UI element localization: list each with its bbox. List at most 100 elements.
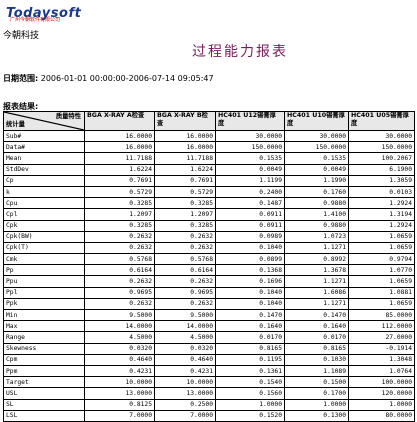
table-cell: 0.0170 [284, 331, 349, 344]
table-cell: 0.8125 [84, 398, 155, 411]
table-cell: 16.0000 [84, 141, 155, 154]
table-row: Ppu 0.2632 0.2632 0.1696 1.1271 1.0659 [3, 275, 415, 288]
table-row: Cp 0.7691 0.7691 1.1199 1.1990 1.3059 [3, 174, 415, 187]
table-cell: 0.5768 [154, 253, 216, 266]
table-cell: 0.2632 [154, 241, 216, 255]
table-cell: 1.2097 [154, 208, 216, 221]
table-cell: 112.0000 [348, 320, 415, 333]
table-cell: 1.0000 [215, 398, 285, 411]
row-label: Mean [3, 152, 85, 165]
row-label: Cpk(BW) [3, 230, 85, 243]
table-cell: 0.1760 [284, 185, 349, 199]
table-cell: 0.9794 [348, 253, 415, 266]
table-row: LSL 7.0000 7.0000 0.1520 0.1300 80.0000 [3, 409, 415, 422]
table-cell: 0.2632 [84, 241, 155, 255]
table-row: Skewness 0.0320 0.0320 0.8165 0.8165 -0.1914 [3, 342, 415, 355]
table-cell: 0.2632 [84, 230, 155, 243]
capability-table: 质量特性 统计量 BGA X-RAY A检查 BGA X-RAY B检查 HC4… [3, 111, 415, 422]
table-cell: 1.3194 [348, 208, 415, 221]
corner-label-statistic: 统计量 [6, 121, 25, 128]
table-cell: 4.5000 [84, 331, 155, 344]
table-cell: 0.9880 [284, 219, 349, 232]
table-cell: 30.0000 [284, 129, 349, 143]
table-cell: -0.1914 [348, 342, 415, 355]
row-label: Range [3, 331, 85, 344]
table-row: Sub# 16.0000 16.0000 30.0000 30.0000 30.0000 [3, 129, 415, 143]
row-label: k [3, 185, 85, 199]
table-row: Cpm 0.4640 0.4640 0.1195 0.1030 1.3048 [3, 353, 415, 366]
table-cell: 11.7188 [84, 152, 155, 165]
table-row: SL 0.8125 0.2500 1.0000 1.0000 1.0000 [3, 398, 415, 411]
table-cell: 16.0000 [154, 129, 216, 143]
row-label: Min [3, 308, 85, 322]
table-cell: 1.0770 [348, 264, 415, 277]
table-cell: 7.0000 [84, 409, 155, 422]
results-label: 报表结果: [3, 102, 39, 111]
table-cell: 1.3678 [284, 264, 349, 277]
table-cell: 0.6164 [84, 264, 155, 277]
company-name: 今朝科技 [3, 31, 40, 41]
row-label: LSL [3, 409, 85, 422]
table-cell: 1.2924 [348, 219, 415, 232]
row-label: Cpl [3, 208, 85, 221]
table-cell: 1.1271 [284, 241, 349, 255]
column-header: BGA X-RAY B检查 [154, 111, 216, 131]
table-cell: 0.1640 [215, 320, 285, 333]
table-row: Ppm 0.4231 0.4231 0.1361 1.1089 1.0764 [3, 364, 415, 378]
column-header: HC401 U10锡膏厚度 [284, 111, 349, 131]
table-cell: 0.4640 [154, 353, 216, 366]
table-cell: 1.0000 [348, 398, 415, 411]
row-label: Cpu [3, 197, 85, 210]
row-label: Data# [3, 141, 85, 154]
table-cell: 10.0000 [84, 376, 155, 389]
table-cell: 1.2924 [348, 197, 415, 210]
table-cell: 0.1640 [284, 320, 349, 333]
row-label: Sub# [3, 129, 85, 143]
table-row: Cpk 0.3285 0.3285 0.0911 0.9880 1.2924 [3, 219, 415, 232]
table-cell: 0.2632 [154, 297, 216, 311]
row-label: Cpk(T) [3, 241, 85, 255]
table-row: Mean 11.7188 11.7188 0.1535 0.1535 100.2067 [3, 152, 415, 165]
table-cell: 150.0000 [215, 141, 285, 154]
table-cell: 0.7691 [84, 174, 155, 187]
table-cell: 1.4100 [284, 208, 349, 221]
row-label: Ppm [3, 364, 85, 378]
company-logo: Todaysoft 广州今朝软件有限公司 [6, 2, 81, 24]
table-body: Sub# 16.0000 16.0000 30.0000 30.0000 30.0000 D… [3, 129, 415, 422]
table-row: Min 9.5000 9.5000 0.1470 0.1470 85.0000 [3, 308, 415, 322]
table-cell: 0.4231 [84, 364, 155, 378]
table-header-row: 质量特性 统计量 BGA X-RAY A检查 BGA X-RAY B检查 HC4… [3, 111, 415, 131]
table-cell: 0.3285 [154, 219, 216, 232]
table-cell: 120.0000 [348, 387, 415, 400]
table-cell: 1.0000 [284, 398, 349, 411]
table-cell: 0.2400 [215, 185, 285, 199]
table-cell: 0.5729 [84, 185, 155, 199]
table-cell: 1.6224 [84, 163, 155, 176]
table-cell: 1.1271 [284, 275, 349, 288]
row-label: Target [3, 376, 85, 389]
table-cell: 1.1271 [284, 297, 349, 311]
table-cell: 0.0911 [215, 219, 285, 232]
table-cell: 0.4640 [84, 353, 155, 366]
table-cell: 0.8992 [284, 253, 349, 266]
table-cell: 1.0659 [348, 230, 415, 243]
row-label: Pp [3, 264, 85, 277]
table-cell: 0.1470 [284, 308, 349, 322]
table-cell: 11.7188 [154, 152, 216, 165]
table-row: Cpl 1.2097 1.2097 0.0911 1.4100 1.3194 [3, 208, 415, 221]
row-label: Cpm [3, 353, 85, 366]
table-cell: 0.0049 [284, 163, 349, 176]
table-cell: 0.1487 [215, 197, 285, 210]
table-cell: 0.1535 [284, 152, 349, 165]
table-row: Ppk 0.2632 0.2632 0.1040 1.1271 1.0659 [3, 297, 415, 311]
table-cell: 0.1700 [284, 387, 349, 400]
table-row: StdDev 1.6224 1.6224 0.0049 0.0049 6.1900 [3, 163, 415, 176]
row-label: Skewness [3, 342, 85, 355]
table-cell: 9.5000 [84, 308, 155, 322]
date-range-value: 2006-01-01 00:00:00-2006-07-14 09:05:47 [40, 74, 214, 83]
report-title: 过程能力报表 [192, 44, 288, 60]
table-cell: 1.1199 [215, 174, 285, 187]
table-cell: 16.0000 [84, 129, 155, 143]
table-cell: 1.3048 [348, 353, 415, 366]
logo-subtitle: 广州今朝软件有限公司 [10, 17, 61, 23]
